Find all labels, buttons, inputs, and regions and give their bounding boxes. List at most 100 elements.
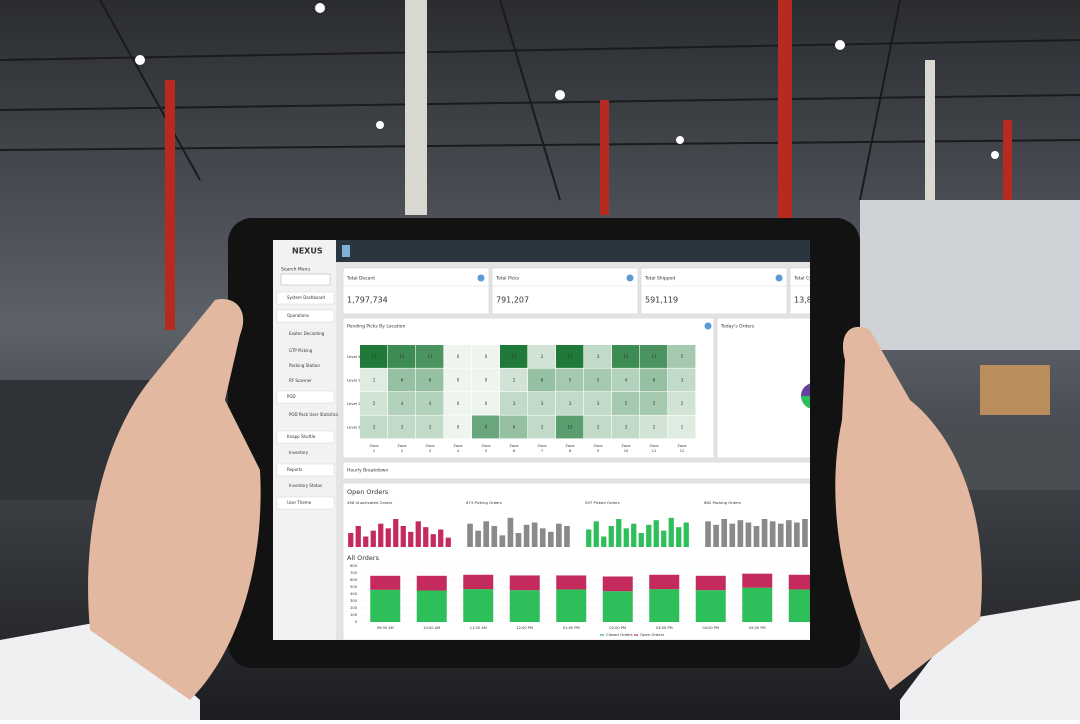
- x-tick-label: 05:00 PM: [749, 626, 766, 630]
- heat-cell: [640, 415, 668, 439]
- menu-item[interactable]: Reports: [287, 467, 302, 472]
- heat-cell: [444, 392, 472, 415]
- bar-segment: [463, 574, 494, 590]
- chart-title: All Orders: [347, 554, 380, 562]
- menu-item-bg[interactable]: [276, 496, 335, 510]
- heat-cell: [444, 345, 472, 368]
- x-tick-label: 09:00 AM: [377, 626, 394, 630]
- row-label: Level 3: [347, 377, 361, 382]
- mini-bar: [385, 528, 391, 547]
- mini-bar: [393, 519, 399, 547]
- menu-item[interactable]: Knapp Shuttle: [287, 434, 316, 439]
- menu-item-bg[interactable]: [276, 430, 335, 444]
- heat-cell: [416, 345, 444, 368]
- heat-label: 6: [653, 377, 656, 382]
- zone-label: Zone: [621, 444, 631, 448]
- heat-label: 5: [625, 401, 628, 406]
- mini-bar: [547, 531, 554, 547]
- mini-bar: [507, 517, 514, 547]
- mini-bar: [668, 517, 674, 547]
- heat-cell: [668, 415, 696, 439]
- zone-number: 1: [373, 449, 375, 453]
- kpi-value: 791,207: [496, 296, 529, 305]
- kpi-icon: [626, 274, 634, 282]
- heat-label: 9: [485, 424, 488, 429]
- heat-label: 2: [681, 401, 684, 406]
- bar-segment: [556, 575, 587, 590]
- section-title: Open Orders: [347, 488, 389, 496]
- bar-segment: [556, 589, 587, 622]
- heat-cell: [556, 368, 584, 392]
- mini-bar: [705, 521, 711, 547]
- heat-cell: [640, 345, 668, 368]
- mini-bar: [586, 529, 592, 547]
- bar-segment: [602, 591, 633, 622]
- heat-label: 5: [569, 377, 572, 382]
- bar-segment: [370, 589, 401, 622]
- heat-cell: [584, 392, 612, 415]
- bar-segment: [788, 589, 810, 622]
- heat-cell: [668, 345, 696, 368]
- zone-label: Zone: [649, 444, 659, 448]
- mini-bar: [423, 527, 429, 547]
- menu-item[interactable]: Inventory Status: [289, 483, 322, 488]
- menu-item[interactable]: System Dashboard: [287, 295, 325, 300]
- heat-label: 5: [681, 354, 684, 359]
- menu-item[interactable]: Exotec Decanting: [289, 331, 325, 336]
- heat-cell: [640, 368, 668, 392]
- menu-item[interactable]: RF Scanner: [289, 378, 312, 383]
- menu-item-bg[interactable]: [276, 390, 335, 404]
- kpi-icon: [477, 274, 485, 282]
- mini-bar: [785, 520, 792, 547]
- row-label: Level 1: [347, 424, 361, 429]
- zone-label: Zone: [593, 444, 603, 448]
- mini-bar: [802, 519, 808, 547]
- heat-label: 3: [597, 354, 600, 359]
- mini-bar: [556, 523, 562, 547]
- heat-label: 2: [513, 377, 516, 382]
- mini-bar: [400, 526, 406, 547]
- heat-label: 2: [653, 424, 656, 429]
- bar-segment: [695, 575, 726, 591]
- heat-cell: [500, 368, 528, 392]
- bar-segment: [370, 575, 401, 590]
- heat-label: 11: [427, 354, 433, 359]
- heat-cell: [528, 392, 556, 415]
- heat-label: 14: [567, 354, 573, 359]
- box: [980, 365, 1050, 415]
- search-input[interactable]: [280, 273, 331, 286]
- heat-cell: [472, 345, 500, 368]
- mini-bar: [676, 527, 682, 547]
- menu-item[interactable]: Packing Station: [289, 363, 320, 368]
- menu-item[interactable]: User Theme: [287, 500, 312, 505]
- mini-bar: [475, 530, 481, 547]
- heat-cell: [528, 368, 556, 392]
- mini-bar: [616, 519, 622, 547]
- mini-bar: [445, 537, 451, 547]
- mini-bar: [737, 520, 744, 547]
- mini-bar: [713, 524, 719, 547]
- menu-item-bg[interactable]: [276, 291, 335, 305]
- menu-item[interactable]: POD: [287, 394, 296, 399]
- menu-item[interactable]: Operations: [287, 313, 309, 318]
- menu-item[interactable]: POD Pack User Statistics: [289, 412, 338, 417]
- menu-item-bg[interactable]: [276, 463, 335, 477]
- bar-segment: [509, 590, 540, 622]
- menu-button[interactable]: [342, 245, 350, 257]
- menu-item-bg[interactable]: [276, 309, 335, 323]
- heat-label: 1: [681, 424, 684, 429]
- menu-item[interactable]: GTP Picking: [289, 348, 313, 353]
- mini-bar: [539, 528, 546, 547]
- menu-item[interactable]: Inventory: [289, 450, 309, 455]
- kpi-card: [789, 267, 810, 315]
- heat-cell: [360, 392, 388, 415]
- y-tick-label: 100: [350, 613, 358, 617]
- mini-bar: [761, 519, 768, 547]
- mini-bar: [467, 523, 473, 547]
- heat-cell: [500, 392, 528, 415]
- heat-label: 3: [513, 401, 516, 406]
- mini-bar: [564, 526, 570, 547]
- heat-cell: [584, 415, 612, 439]
- x-tick-label: 02:00 PM: [609, 626, 626, 630]
- zone-label: Zone: [677, 444, 687, 448]
